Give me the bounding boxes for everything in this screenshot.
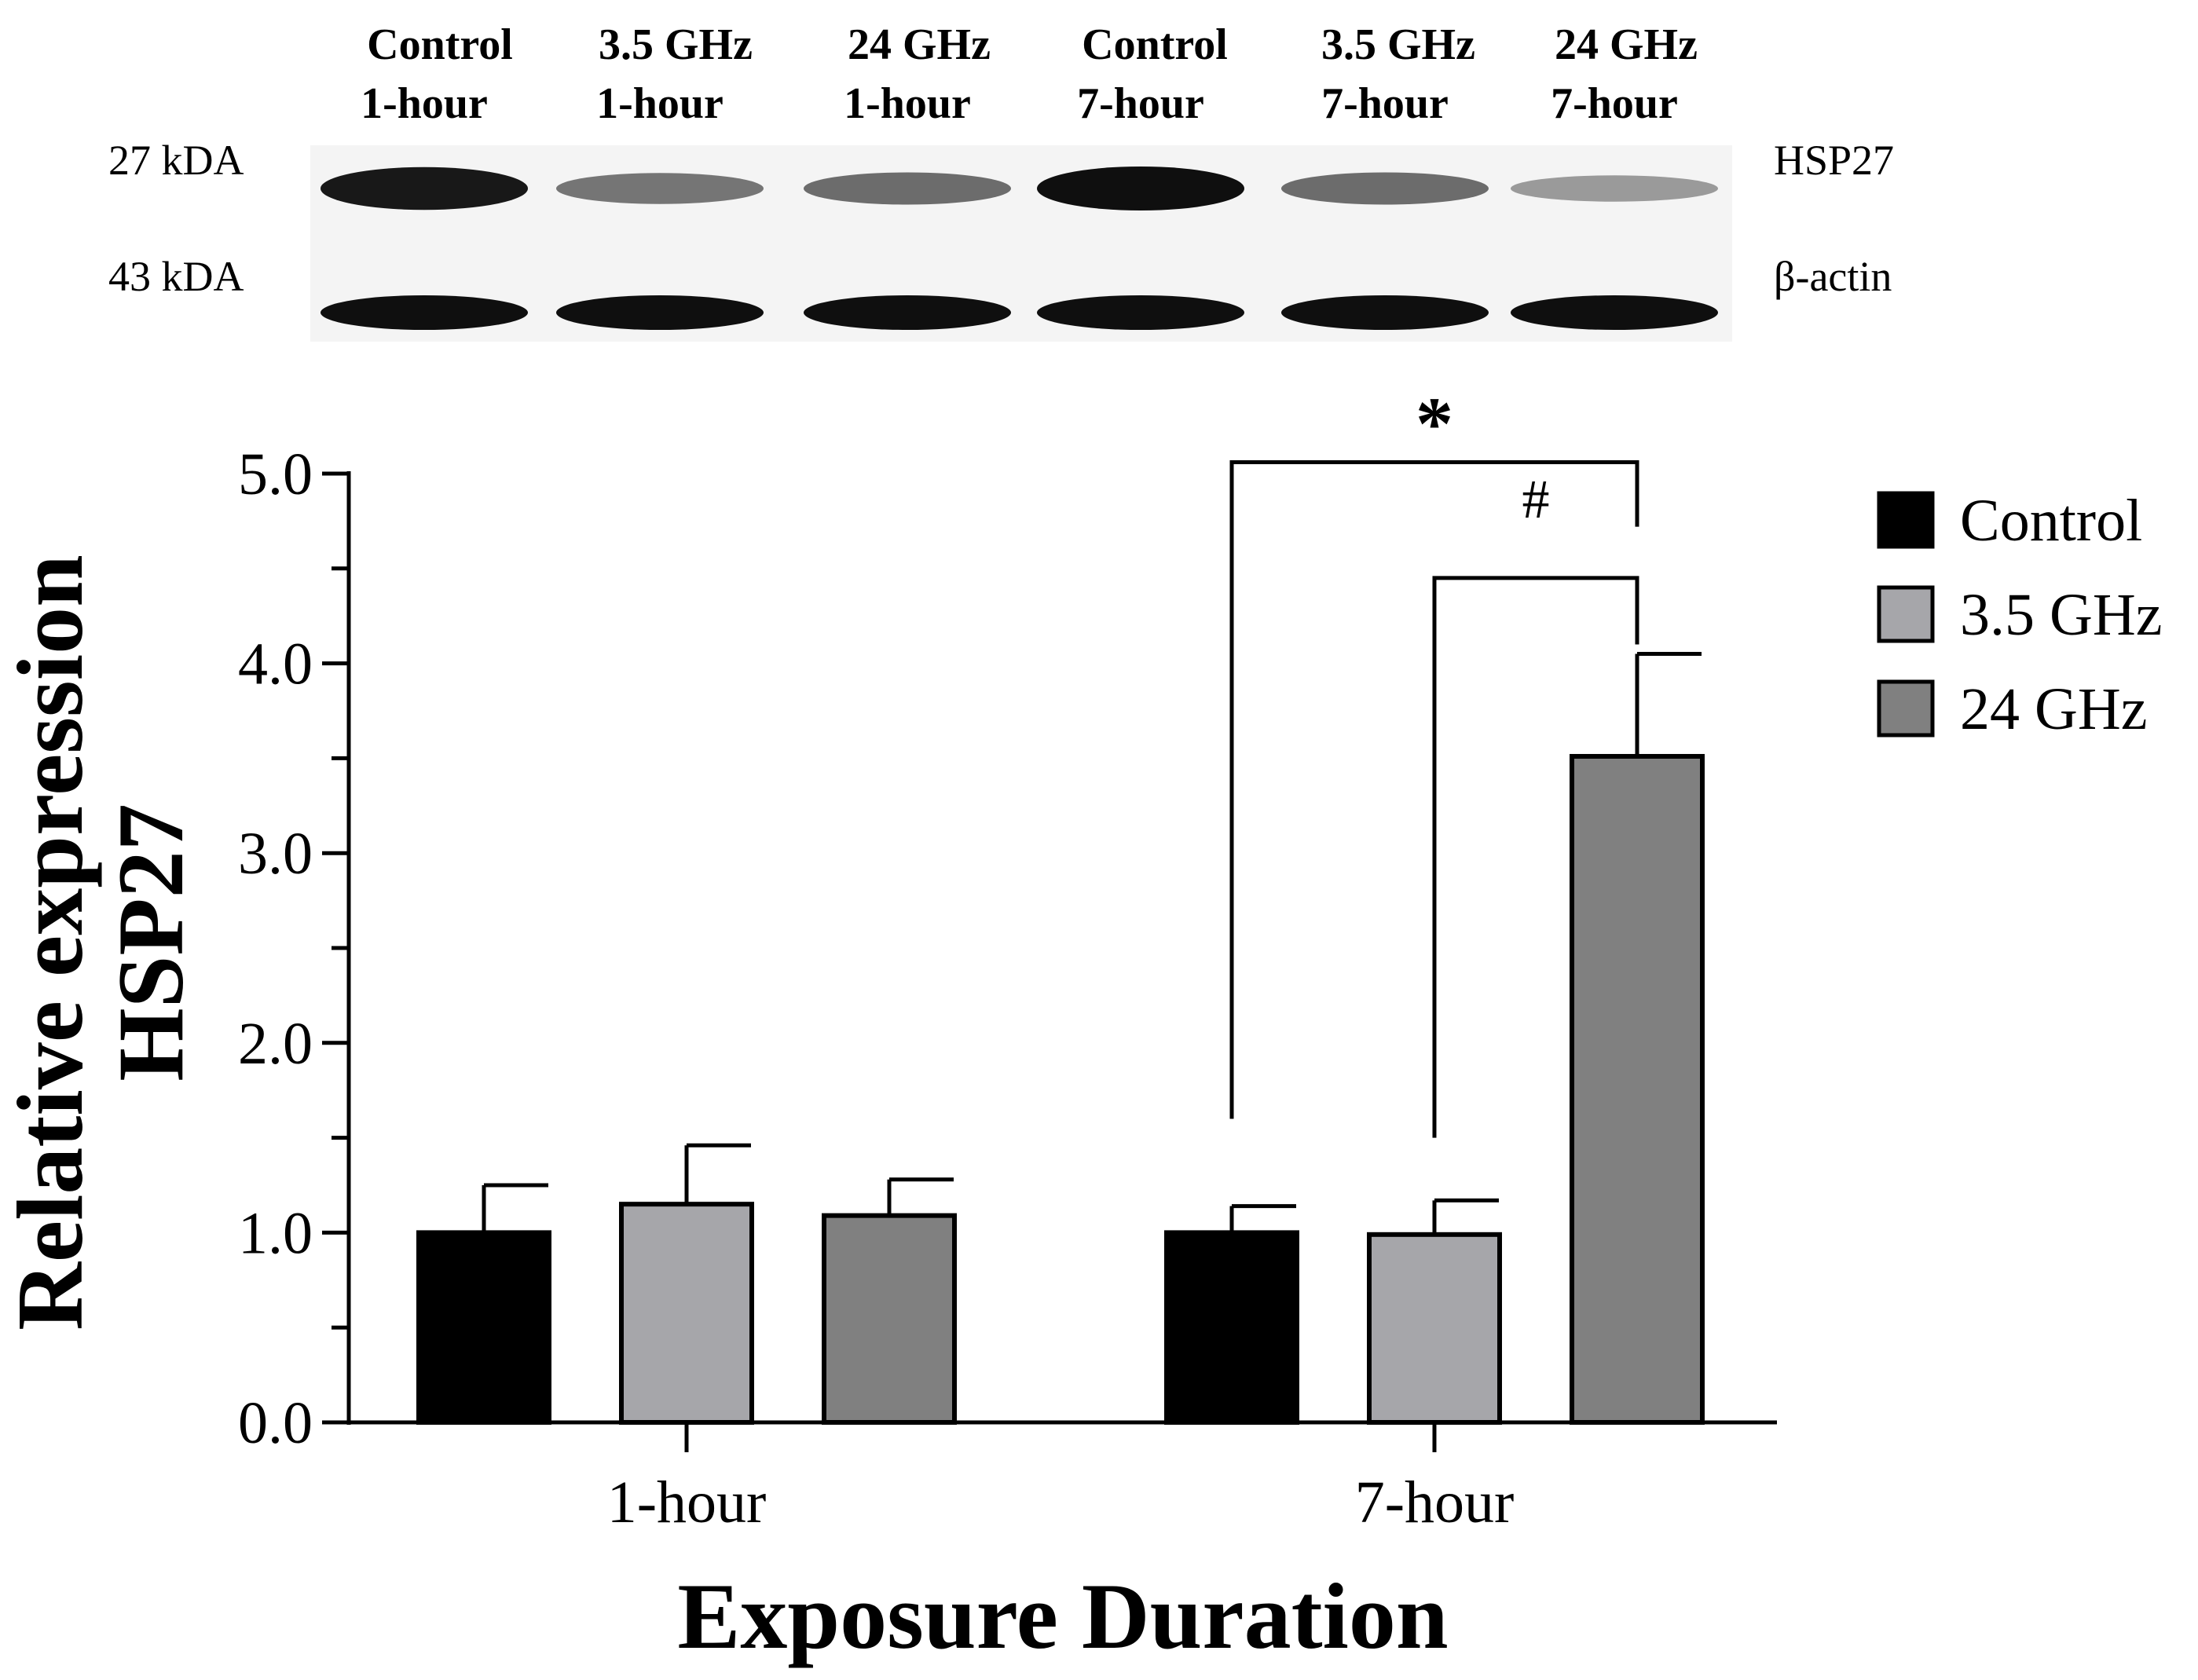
bar-3-5-ghz-7-hour (1367, 1232, 1502, 1426)
lane-sublabel-1: 1-hour (361, 79, 488, 128)
y-tick-label: 3.0 (238, 821, 313, 887)
significance-annotations: *# (1229, 382, 1639, 1138)
blot-band-beta-actin-6 (1511, 295, 1718, 330)
y-axis-ticks: 0.0 1.0 2.0 3.0 4.0 5.0 (238, 441, 349, 1456)
legend: Control 3.5 GHz 24 GHz (1877, 488, 2163, 742)
protein-label-beta-actin: β-actin (1774, 253, 1892, 300)
bar-24-ghz-7-hour (1570, 753, 1705, 1425)
blot-band-hsp27-6 (1511, 175, 1718, 202)
bar-control-1-hour (416, 1230, 551, 1426)
y-tick-label: 5.0 (238, 441, 313, 507)
lane-label-1: Control (367, 20, 513, 69)
x-axis-title: Exposure Duration (677, 1564, 1448, 1668)
y-tick-label: 4.0 (238, 631, 313, 697)
significance-hash: # (1522, 470, 1550, 530)
bar-3-5-ghz-1-hour (619, 1202, 754, 1426)
lane-label-6: 24 GHz (1555, 20, 1698, 69)
y-tick-label: 2.0 (238, 1011, 313, 1077)
blot-band-hsp27-5 (1281, 172, 1489, 205)
lane-sublabel-6: 7-hour (1551, 79, 1678, 128)
blot-band-hsp27-1 (321, 167, 528, 210)
bar-24-ghz-1-hour (822, 1213, 957, 1425)
legend-label: Control (1960, 488, 2142, 554)
significance-bracket (1432, 576, 1639, 1138)
lane-label-5: 3.5 GHz (1321, 20, 1475, 69)
blot-band-hsp27-2 (556, 173, 764, 204)
y-tick-label: 0.0 (238, 1390, 313, 1456)
blot-band-hsp27-3 (804, 172, 1011, 205)
blot-background (310, 145, 1732, 342)
significance-asterisk: * (1416, 382, 1453, 466)
blot-bands (321, 167, 1718, 330)
x-tick-label: 1-hour (607, 1470, 767, 1535)
x-tick-label: 7-hour (1355, 1470, 1515, 1535)
lane-label-2: 3.5 GHz (599, 20, 753, 69)
legend-swatch (1877, 585, 1935, 643)
legend-swatch (1877, 679, 1935, 738)
blot-band-beta-actin-3 (804, 295, 1011, 330)
legend-swatch (1877, 491, 1935, 549)
lane-sublabel-5: 7-hour (1321, 79, 1449, 128)
bars (416, 753, 1705, 1426)
error-bars (482, 652, 1702, 1235)
y-axis-title-line2: HSP27 (98, 803, 203, 1081)
blot-band-beta-actin-2 (556, 295, 764, 330)
bar-chart: 0.01.02.03.04.05.0 1-hour 7-hour *# Relat… (0, 382, 2163, 1668)
marker-label-43kda: 43 kDA (108, 253, 244, 300)
lane-label-4: Control (1082, 20, 1228, 69)
x-axis-ticks: 1-hour 7-hour (607, 1422, 1515, 1535)
blot-band-hsp27-4 (1037, 167, 1244, 210)
lane-sublabel-2: 1-hour (596, 79, 724, 128)
significance-bracket (1229, 460, 1639, 1119)
western-blot-panel: Control 1-hour 3.5 GHz 1-hour 24 GHz 1-h… (108, 20, 1894, 342)
legend-label: 3.5 GHz (1960, 582, 2163, 648)
blot-band-beta-actin-4 (1037, 295, 1244, 330)
bar-control-7-hour (1164, 1230, 1299, 1426)
lane-label-3: 24 GHz (848, 20, 991, 69)
y-axis-title-line1: Relative expression (0, 555, 102, 1330)
lane-sublabel-4: 7-hour (1077, 79, 1204, 128)
blot-band-beta-actin-5 (1281, 295, 1489, 330)
lane-sublabel-3: 1-hour (844, 79, 971, 128)
blot-band-beta-actin-1 (321, 295, 528, 330)
protein-label-hsp27: HSP27 (1774, 137, 1894, 184)
y-tick-label: 1.0 (238, 1200, 313, 1266)
marker-label-27kda: 27 kDA (108, 137, 244, 184)
legend-label: 24 GHz (1960, 676, 2148, 742)
